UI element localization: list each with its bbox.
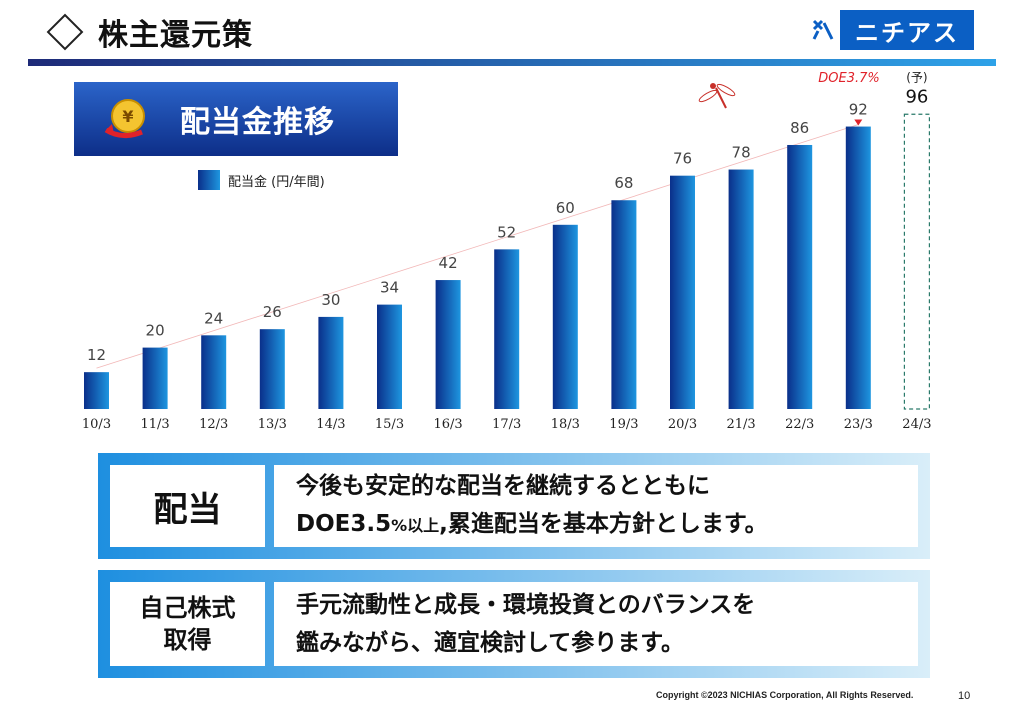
category-label: 15/3 [375, 417, 404, 432]
bar [259, 329, 285, 409]
svg-text:¥: ¥ [122, 107, 133, 126]
bar [435, 280, 461, 409]
dividend-line-1: 今後も安定的な配当を継続するとともに [296, 473, 710, 499]
section-banner: ¥ 配当金推移 [74, 82, 398, 156]
chart-legend: 配当金 (円/年間) [198, 170, 325, 190]
data-label: 52 [497, 223, 516, 241]
bar [377, 304, 402, 409]
data-label: 60 [556, 199, 575, 217]
category-label: 24/3 [902, 417, 931, 432]
category-label: 19/3 [609, 417, 638, 432]
buyback-policy-text: 手元流動性と成長・環境投資とのバランスを 鑑みながら、適宜検討して参ります。 [274, 582, 918, 666]
data-label: 34 [380, 279, 399, 297]
dividend-line-2: DOE3.5%以上,累進配当を基本方針とします。 [296, 505, 918, 545]
category-label: 11/3 [140, 417, 169, 432]
annotation-arrow [854, 119, 863, 126]
bar [318, 316, 344, 409]
buyback-line-2: 鑑みながら、適宜検討して参ります。 [296, 630, 685, 656]
data-label: 26 [263, 303, 282, 321]
forecast-note: (予) [906, 70, 927, 84]
bar [611, 200, 637, 409]
category-label: 14/3 [316, 417, 345, 432]
bar [84, 372, 109, 409]
category-label: 12/3 [199, 417, 228, 432]
buyback-heading: 自己株式 取得 [110, 582, 265, 666]
dividend-policy-box: 配当 今後も安定的な配当を継続するとともに DOE3.5%以上,累進配当を基本方… [98, 453, 930, 559]
legend-label: 配当金 (円/年間) [228, 174, 325, 190]
doe-annotation: DOE3.7% [818, 71, 879, 86]
copyright-text: Copyright ©2023 NICHIAS Corporation, All… [656, 690, 914, 700]
dividend-line-2-rest: ,累進配当を基本方針とします。 [439, 511, 768, 537]
data-label: 86 [790, 119, 809, 137]
category-label: 20/3 [668, 417, 697, 432]
doe-suffix: %以上 [391, 516, 440, 535]
forecast-bar [903, 113, 931, 410]
buyback-heading-line-1: 自己株式 [139, 594, 236, 622]
category-label: 17/3 [492, 417, 521, 432]
dividend-heading: 配当 [110, 465, 265, 547]
category-label: 16/3 [433, 417, 462, 432]
company-logo: ニチアス [806, 10, 974, 50]
category-label: 18/3 [551, 417, 580, 432]
category-label: 10/3 [82, 417, 111, 432]
bar [670, 175, 695, 409]
data-label: 30 [321, 291, 340, 309]
trend-line [96, 124, 859, 369]
page-number: 10 [958, 690, 971, 702]
page-title-text: 株主還元策 [98, 18, 253, 53]
buyback-line-1: 手元流動性と成長・環境投資とのバランスを [296, 592, 756, 618]
data-label: 12 [87, 346, 106, 364]
data-label: 76 [673, 150, 692, 168]
dividend-bar-chart: 12 10/3 20 11/3 24 12/3 26 13/3 30 14/3 34 15/3 42 16… [82, 70, 932, 432]
bar [142, 347, 168, 409]
page-title: 株主還元策 [46, 10, 253, 54]
doe-value: DOE3.5 [296, 511, 392, 537]
data-label: 78 [732, 144, 751, 162]
data-label: 24 [204, 309, 223, 327]
legend-swatch [198, 170, 220, 190]
category-label: 21/3 [726, 417, 755, 432]
bar [552, 224, 578, 409]
bar [845, 126, 871, 409]
logo-text: ニチアス [855, 18, 959, 47]
yen-coin-icon: ¥ [102, 96, 148, 142]
data-label: 20 [146, 322, 165, 340]
data-label: 42 [439, 254, 458, 272]
banner-title: 配当金推移 [180, 105, 335, 140]
data-label: 68 [614, 174, 633, 192]
header-divider [28, 59, 996, 66]
bar [201, 335, 227, 409]
data-label: 96 [905, 86, 928, 107]
buyback-policy-box: 自己株式 取得 手元流動性と成長・環境投資とのバランスを 鑑みながら、適宜検討し… [98, 570, 930, 678]
category-label: 22/3 [785, 417, 814, 432]
dragonfly-icon [698, 83, 736, 109]
bar [494, 249, 520, 409]
category-label: 23/3 [844, 417, 873, 432]
bar [787, 144, 813, 410]
dividend-policy-text: 今後も安定的な配当を継続するとともに DOE3.5%以上,累進配当を基本方針とし… [274, 465, 918, 547]
category-label: 13/3 [258, 417, 287, 432]
bar [728, 169, 754, 409]
logo-mark-icon [806, 10, 840, 50]
buyback-heading-line-2: 取得 [163, 626, 212, 654]
data-label: 92 [849, 101, 868, 119]
